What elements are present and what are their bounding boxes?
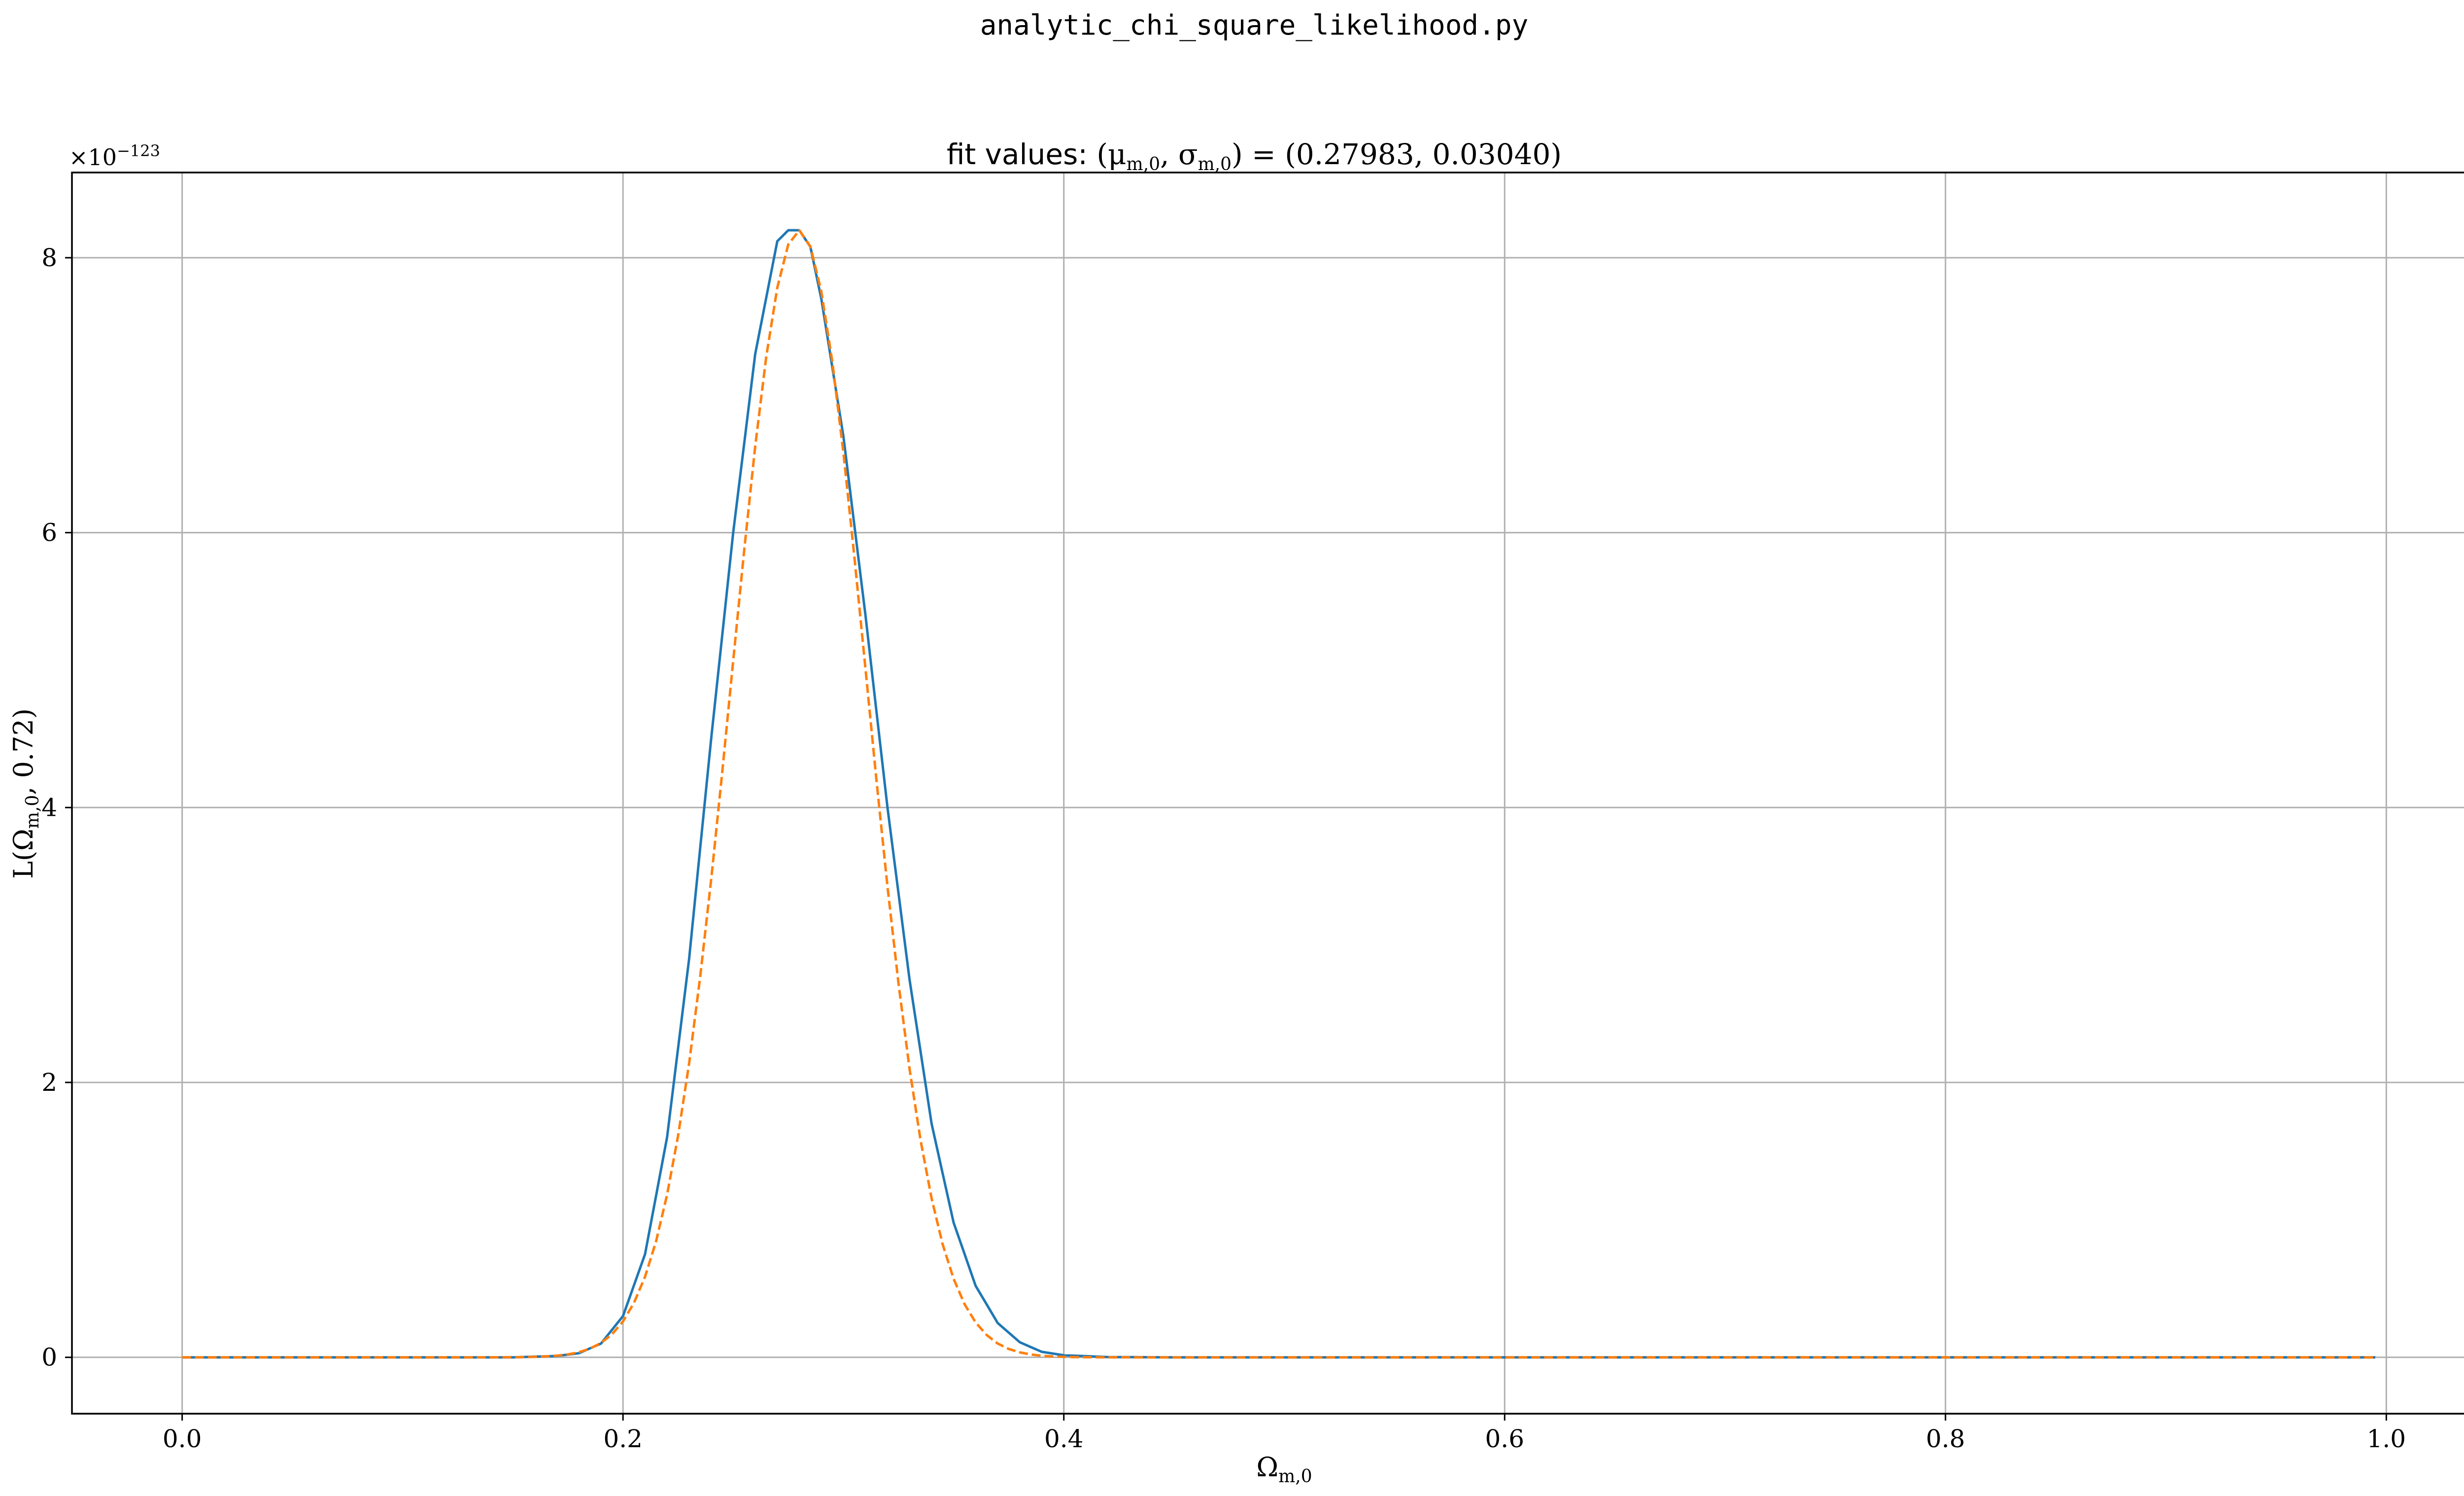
- y-tick-label: 6: [41, 519, 57, 547]
- y-offset-base: ×10: [69, 144, 117, 171]
- y-axis-label-main: L(Ω: [8, 829, 39, 879]
- chart-title: fit values: (μm,0, σm,0) = (0.27983, 0.0…: [947, 138, 1562, 174]
- y-tick-label: 4: [41, 793, 57, 822]
- y-tick-label: 8: [41, 244, 57, 272]
- y-tick-label: 0: [41, 1343, 57, 1372]
- x-tick-label: 0.6: [1485, 1425, 1525, 1453]
- chart-title-sub-sigma: m,0: [1198, 154, 1232, 174]
- x-axis-label: Ωm,0: [1256, 1452, 1312, 1487]
- y-axis-label: L(Ωm,0, 0.72): [8, 708, 43, 879]
- x-axis-label-main: Ω: [1256, 1452, 1278, 1483]
- y-axis-label-tail: , 0.72): [8, 708, 39, 795]
- ticks: 0.0 0.2 0.4 0.6 0.8 1.0 0 2 4 6 8: [41, 244, 2406, 1453]
- x-tick-label: 0.0: [163, 1425, 202, 1453]
- chart-title-prefix: fit values:: [947, 138, 1096, 171]
- chart-title-values: (0.27983, 0.03040): [1285, 138, 1562, 171]
- chart-title-open: (μ: [1096, 138, 1126, 171]
- figure-suptitle: analytic_chi_square_likelihood.py: [980, 9, 1529, 41]
- x-tick-label: 0.8: [1926, 1425, 1965, 1453]
- y-axis-label-sub: m,0: [23, 795, 43, 829]
- axes-frame: [71, 172, 2464, 1415]
- y-offset-exponent: −123: [117, 141, 160, 160]
- x-tick-label: 1.0: [2367, 1425, 2406, 1453]
- x-tick-label: 0.4: [1044, 1425, 1084, 1453]
- x-axis-label-sub: m,0: [1278, 1466, 1312, 1487]
- chart-title-eq: ) =: [1232, 138, 1285, 171]
- series-line-gaussian-fit: [182, 229, 2375, 1359]
- y-tick-label: 2: [41, 1068, 57, 1097]
- series-layer: [182, 229, 2375, 1359]
- chart-title-comma: , σ: [1160, 138, 1198, 171]
- x-tick-label: 0.2: [603, 1425, 643, 1453]
- chart-title-sub-mu: m,0: [1127, 154, 1160, 174]
- y-offset-text: ×10−123: [69, 141, 160, 171]
